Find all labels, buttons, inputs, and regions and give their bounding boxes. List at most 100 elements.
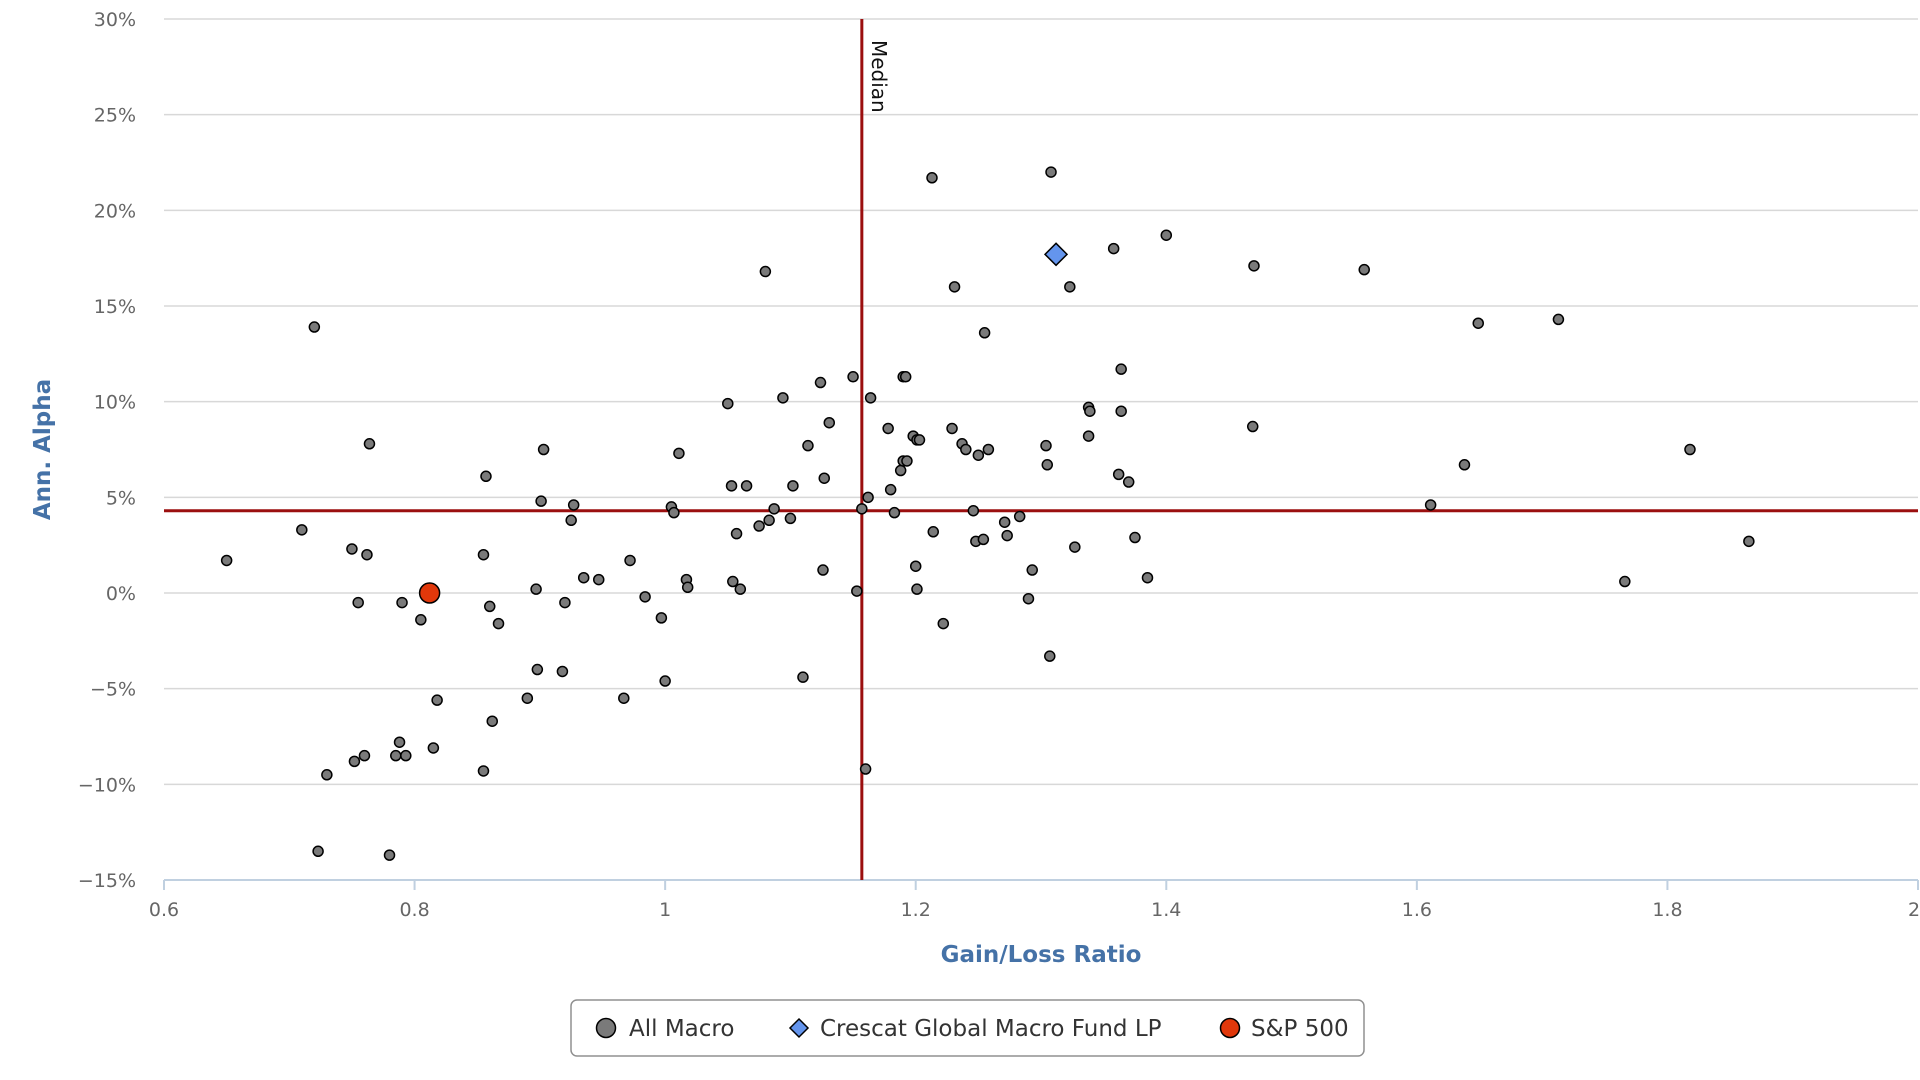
all-macro-point: [1082, 430, 1095, 442]
all-macro-point: [1160, 229, 1173, 241]
all-macro-point: [618, 692, 630, 704]
all-macro-point: [483, 600, 496, 613]
all-macro-point: [427, 742, 440, 754]
all-macro-point: [1084, 405, 1096, 417]
all-macro-point: [1107, 242, 1120, 255]
all-macro-point: [859, 763, 872, 775]
all-macro-point: [727, 575, 739, 588]
all-macro-point: [477, 765, 490, 777]
all-macro-point: [899, 371, 912, 383]
all-macro-point: [894, 464, 907, 477]
all-macro-point: [1619, 575, 1631, 588]
all-macro-point: [348, 755, 361, 768]
all-macro-point: [777, 392, 789, 404]
all-macro-point: [884, 483, 897, 496]
all-macro-point: [888, 506, 901, 519]
all-macro-point: [1552, 313, 1565, 326]
legend-item-label: Crescat Global Macro Fund LP: [820, 1016, 1162, 1042]
all-macro-point: [1684, 443, 1696, 456]
all-macro-point: [784, 512, 797, 525]
all-macro-point: [856, 503, 868, 515]
all-macro-point: [851, 585, 863, 597]
all-macro-point: [1472, 317, 1484, 329]
x-tick-label: 1.2: [901, 899, 931, 921]
all-macro-point: [624, 554, 636, 567]
all-macro-point: [639, 591, 651, 603]
all-macro-point: [1013, 510, 1026, 523]
all-macro-point: [818, 472, 831, 484]
all-macro-point: [734, 583, 747, 595]
x-tick-label: 1.6: [1402, 899, 1432, 921]
all-macro-point: [363, 438, 376, 450]
all-macro-point: [977, 533, 990, 546]
all-macro-point: [967, 504, 980, 517]
all-macro-point: [565, 514, 577, 527]
all-macro-point: [802, 439, 814, 452]
all-macro-point: [492, 617, 505, 630]
all-macro-point: [1248, 260, 1260, 272]
all-macro-point: [592, 573, 605, 586]
axes: [163, 879, 1919, 890]
all-macro-point: [659, 675, 671, 687]
y-tick-label: −5%: [90, 679, 136, 701]
all-macro-point: [673, 447, 685, 460]
legend-box: [570, 999, 1365, 1057]
legend-item-label: S&P 500: [1251, 1016, 1349, 1042]
legend-item-label: All Macro: [629, 1016, 734, 1042]
all-macro-point: [681, 581, 694, 594]
all-macro-point: [978, 327, 991, 339]
all-macro-point: [220, 554, 233, 567]
all-macro-point: [567, 499, 580, 511]
legend-marker: [788, 1017, 810, 1039]
legend-marker: [595, 1017, 617, 1039]
all-macro-point: [312, 845, 324, 858]
all-macro-point: [1040, 439, 1052, 452]
all-macro-point: [393, 736, 406, 748]
all-macro-point: [768, 503, 780, 515]
all-macro-point: [296, 524, 308, 536]
all-macro-point: [655, 612, 668, 624]
x-tick-label: 2: [1908, 899, 1920, 921]
all-macro-point: [346, 543, 358, 555]
x-tick-label: 1.4: [1151, 899, 1181, 921]
all-macro-point: [521, 692, 534, 704]
all-macro-point: [911, 583, 923, 595]
all-macro-point: [1358, 263, 1370, 276]
all-macro-point: [431, 694, 443, 706]
all-macro-point: [797, 671, 809, 683]
axis-labels: −15% −10% −5% 0% 5% 10% 15% 20% 25% 30% 0.6 0.8 1 1.2…: [30, 9, 1920, 968]
all-macro-point: [390, 749, 402, 762]
all-macro-point: [383, 849, 396, 861]
all-macro-point: [862, 491, 874, 504]
all-macro-point: [308, 321, 321, 333]
all-macro-point: [763, 514, 775, 527]
reference-lines: Median: [164, 19, 1918, 880]
all-macro-point: [480, 470, 492, 483]
y-tick-label: 5%: [106, 487, 136, 509]
all-macro-point: [396, 596, 408, 609]
all-macro-point: [1112, 468, 1125, 481]
all-macro-point: [753, 520, 765, 532]
x-tick-label: 1: [659, 899, 671, 921]
all-macro-point: [321, 769, 333, 781]
x-tick-label: 0.8: [399, 899, 429, 921]
all-macro-point: [400, 749, 412, 762]
all-macro-point: [477, 548, 490, 561]
all-macro-point: [927, 526, 940, 538]
all-macro-point: [556, 665, 569, 678]
data-points: [220, 166, 1755, 861]
y-tick-label: 10%: [94, 392, 136, 414]
all-macro-point: [668, 506, 680, 519]
all-macro-point: [909, 560, 922, 572]
all-macro-point: [358, 749, 371, 762]
all-macro-point: [1069, 541, 1081, 553]
all-macro-point: [1026, 564, 1038, 576]
x-axis-title: Gain/Loss Ratio: [941, 942, 1142, 968]
all-macro-point: [725, 480, 738, 492]
median-label: Median: [867, 40, 891, 113]
all-macro-point: [787, 480, 799, 492]
all-macro-point: [972, 449, 985, 461]
y-axis-title: Ann. Alpha: [30, 379, 56, 520]
